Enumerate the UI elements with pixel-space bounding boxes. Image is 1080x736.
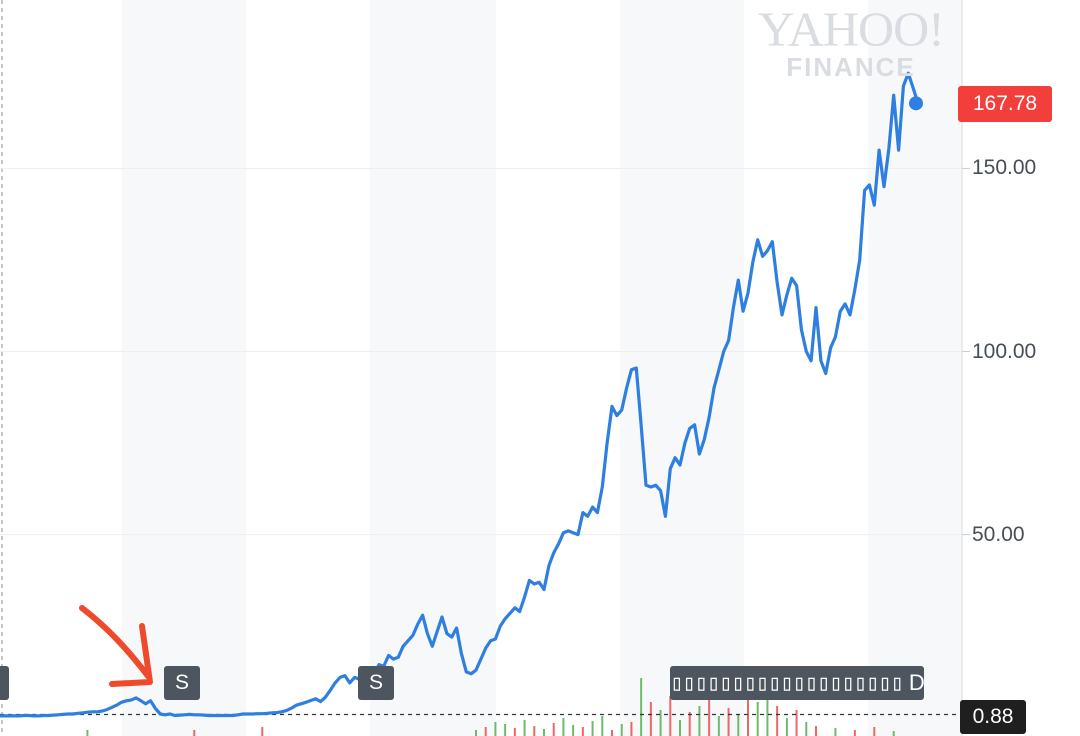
volume-bar (669, 696, 672, 736)
volume-bar (747, 684, 749, 736)
volume-bar (494, 722, 497, 736)
volume-bar (86, 730, 89, 736)
volume-bar (834, 728, 837, 736)
volume-bar (484, 727, 487, 736)
volume-bar (261, 727, 264, 736)
volume-bar (766, 692, 769, 736)
dividend-flags-strip[interactable]: ▯▯▯▯▯▯▯▯▯▯▯▯▯▯▯▯▯▯▯ D (670, 666, 924, 700)
volume-bar (513, 728, 516, 736)
volume-bar (688, 712, 691, 736)
edge-event-flag[interactable] (0, 666, 9, 700)
background-band-3 (620, 0, 744, 736)
volume-bar (543, 729, 545, 736)
volume-bar (727, 708, 730, 736)
split-flag-1[interactable]: S (164, 666, 200, 700)
volume-bar (552, 723, 555, 736)
reference-price-badge: 0.88 (960, 700, 1026, 734)
volume-bar (737, 714, 740, 736)
volume-bar (630, 722, 633, 736)
volume-bar (805, 722, 808, 736)
dividend-label: D (908, 670, 924, 695)
volume-bar (785, 718, 788, 736)
volume-bar (562, 718, 565, 736)
volume-bar (659, 710, 662, 736)
volume-bar (815, 726, 817, 736)
volume-bar (708, 688, 711, 736)
volume-bar (591, 721, 594, 736)
volume-bar (873, 727, 876, 736)
background-band-2 (370, 0, 496, 736)
y-tick-label: 150.00 (972, 156, 1037, 180)
annotation-arrow-head (109, 623, 153, 687)
y-tick-label: 50.00 (972, 522, 1025, 546)
volume-bar (581, 727, 584, 736)
current-price-badge: 167.78 (958, 86, 1052, 122)
background-band-4 (868, 0, 962, 736)
current-price-dot (909, 96, 923, 111)
volume-bar (620, 724, 623, 736)
volume-bar (601, 716, 604, 736)
volume-bar (776, 706, 779, 736)
volume-bar (504, 724, 507, 736)
volume-bar (679, 720, 681, 736)
annotation-arrow-shaft (79, 605, 151, 679)
split-flag-2[interactable]: S (358, 666, 394, 700)
volume-bar (756, 702, 759, 736)
volume-bar (193, 730, 196, 736)
volume-bar (892, 731, 895, 736)
y-tick-label: 100.00 (972, 339, 1037, 363)
dividend-glyphs: ▯▯▯▯▯▯▯▯▯▯▯▯▯▯▯▯▯▯▯ (670, 671, 904, 696)
volume-bar (611, 730, 613, 736)
volume-bar (523, 720, 526, 736)
volume-bar (698, 706, 701, 736)
background-band-1 (122, 0, 246, 736)
volume-bar (640, 678, 643, 736)
price-line (0, 71, 920, 718)
volume-bar (572, 725, 575, 736)
volume-bar (475, 730, 477, 736)
volume-bar (649, 702, 652, 736)
volume-bar (853, 730, 856, 736)
volume-bar (717, 716, 720, 736)
volume-bar (795, 710, 798, 736)
volume-bar (533, 726, 536, 736)
